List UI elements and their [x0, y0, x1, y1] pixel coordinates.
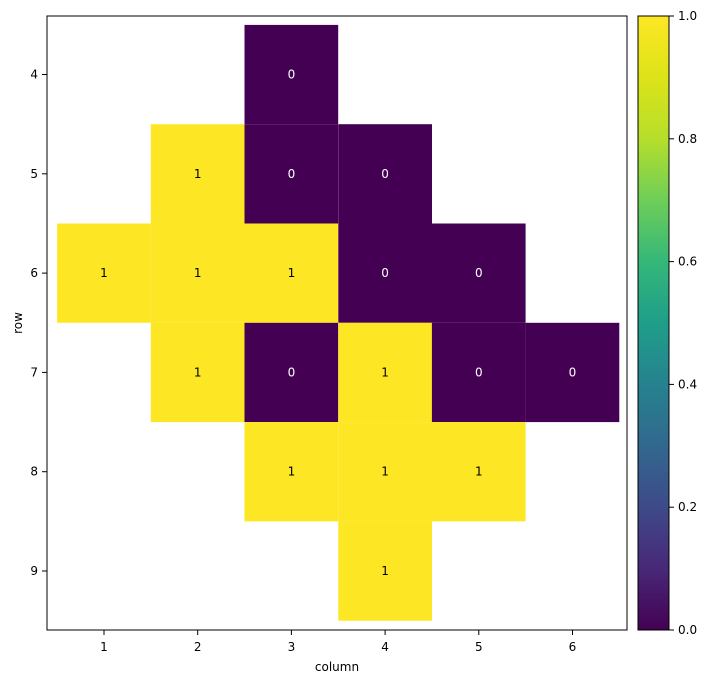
heatmap-cell: [525, 322, 620, 423]
plot-frame: [46, 15, 628, 631]
x-axis-ticks: 1 2 3 4 5 6: [100, 630, 576, 654]
colorbar-tick-label: 0.2: [678, 500, 697, 514]
y-tick-label: 9: [30, 564, 38, 578]
heatmap-cell: [150, 223, 245, 323]
heatmap-cell: [244, 422, 339, 522]
heatmap-cell: [244, 124, 339, 224]
colorbar-tick-label: 0.0: [678, 623, 697, 637]
heatmap-cell-labels: 0 1 0 0 1 1 1 0 0 1 0 1 0 0 1 1 1 1: [100, 68, 576, 579]
y-tick-label: 6: [30, 266, 38, 280]
heatmap-cell: [338, 521, 432, 621]
cell-value-label: 0: [288, 365, 296, 379]
y-axis-title: row: [11, 312, 25, 334]
colorbar-tick-label: 0.4: [678, 377, 697, 391]
heatmap-cell: [338, 223, 432, 323]
heatmap-cell: [431, 223, 526, 323]
heatmap-cell: [431, 322, 526, 423]
heatmap-cell: [244, 24, 339, 125]
y-tick-label: 5: [30, 167, 38, 181]
cell-value-label: 0: [569, 365, 577, 379]
heatmap-cell: [244, 223, 339, 323]
cell-value-label: 1: [100, 266, 108, 280]
cell-value-label: 1: [381, 365, 389, 379]
x-tick-label: 1: [100, 640, 108, 654]
colorbar-tick-label: 1.0: [678, 9, 697, 23]
cell-value-label: 0: [288, 68, 296, 82]
cell-value-label: 0: [288, 167, 296, 181]
colorbar: [637, 15, 670, 631]
cell-value-label: 0: [475, 365, 483, 379]
heatmap-cell: [338, 322, 432, 423]
x-tick-label: 3: [288, 640, 296, 654]
cell-value-label: 0: [381, 167, 389, 181]
x-tick-label: 5: [475, 640, 483, 654]
heatmap-cell: [244, 322, 339, 423]
colorbar-ticks: 0.0 0.2 0.4 0.6 0.8 1.0: [669, 9, 697, 637]
x-axis-title: column: [315, 660, 359, 674]
y-tick-label: 7: [30, 365, 38, 379]
cell-value-label: 1: [288, 465, 296, 479]
y-tick-label: 4: [30, 68, 38, 82]
cell-value-label: 1: [194, 365, 202, 379]
colorbar-tick-label: 0.6: [678, 255, 697, 269]
heatmap-cell: [57, 223, 151, 323]
y-tick-label: 8: [30, 465, 38, 479]
heatmap-cell: [338, 124, 432, 224]
y-axis-ticks: 4 5 6 7 8 9: [30, 68, 47, 578]
heatmap-cell: [338, 422, 432, 522]
heatmap-cell: [431, 422, 526, 522]
x-tick-label: 2: [194, 640, 202, 654]
colorbar-tick-label: 0.8: [678, 132, 697, 146]
cell-value-label: 0: [475, 266, 483, 280]
cell-value-label: 1: [381, 564, 389, 578]
heatmap-cell: [150, 124, 245, 224]
heatmap-cell: [150, 322, 245, 423]
cell-value-label: 1: [475, 465, 483, 479]
cell-value-label: 1: [288, 266, 296, 280]
heatmap-cells: [57, 24, 620, 621]
cell-value-label: 1: [194, 266, 202, 280]
cell-value-label: 1: [381, 465, 389, 479]
cell-value-label: 1: [194, 167, 202, 181]
cell-value-label: 0: [381, 266, 389, 280]
x-tick-label: 4: [381, 640, 389, 654]
x-tick-label: 6: [569, 640, 577, 654]
